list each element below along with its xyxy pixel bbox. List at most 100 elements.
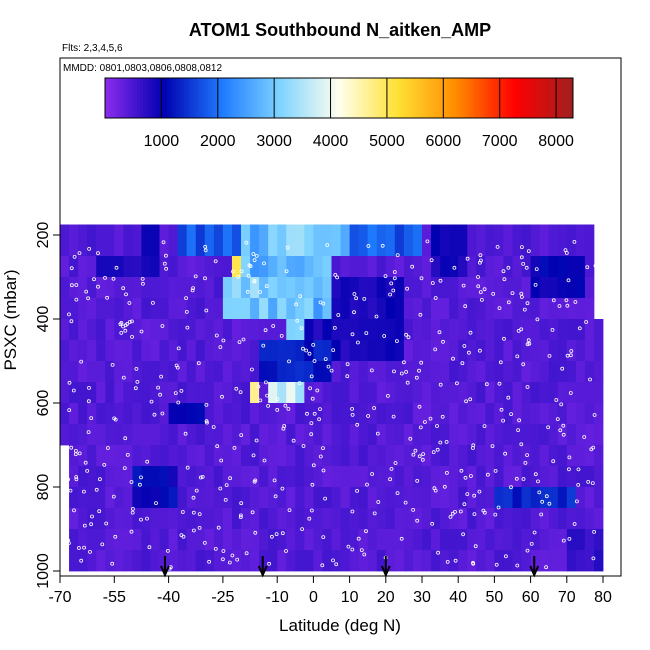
sample-point bbox=[213, 259, 218, 264]
colorbar-tick-label: 5000 bbox=[369, 133, 405, 150]
heatmap-cell bbox=[566, 550, 577, 572]
heatmap-cell bbox=[250, 256, 260, 278]
heatmap-cell bbox=[304, 382, 314, 404]
heatmap-cell bbox=[503, 319, 513, 341]
sample-point bbox=[392, 369, 396, 374]
heatmap-cell bbox=[467, 298, 477, 320]
colorbar-swatch bbox=[186, 78, 191, 118]
sample-point bbox=[203, 244, 208, 249]
heatmap-cell bbox=[449, 319, 459, 341]
heatmap-cell bbox=[449, 224, 459, 257]
heatmap-cell bbox=[440, 361, 450, 383]
sample-point bbox=[521, 261, 526, 266]
heatmap-cell bbox=[69, 403, 79, 425]
heatmap-cell bbox=[548, 277, 559, 299]
heatmap-cell bbox=[340, 445, 350, 467]
heatmap-cell bbox=[331, 256, 341, 278]
sample-point bbox=[515, 563, 520, 568]
heatmap-cell bbox=[376, 361, 387, 383]
sample-point bbox=[544, 565, 548, 570]
heatmap-cell bbox=[431, 424, 441, 446]
heatmap-cell bbox=[159, 298, 169, 320]
sample-point bbox=[223, 497, 228, 502]
heatmap-cell bbox=[105, 224, 115, 257]
heatmap-cell bbox=[69, 382, 79, 404]
sample-point bbox=[576, 467, 581, 472]
heatmap-cell bbox=[539, 298, 550, 320]
heatmap-cell bbox=[123, 277, 133, 299]
colorbar-swatch bbox=[529, 78, 533, 118]
sample-point bbox=[329, 368, 334, 373]
heatmap-cell bbox=[557, 382, 568, 404]
heatmap-cell bbox=[458, 424, 468, 446]
sample-point bbox=[83, 460, 88, 465]
colorbar-swatch bbox=[432, 78, 437, 118]
sample-point bbox=[414, 375, 419, 380]
heatmap-cell bbox=[268, 382, 278, 404]
heatmap-cell bbox=[431, 445, 441, 467]
heatmap-cell bbox=[213, 529, 224, 551]
sample-point bbox=[191, 528, 196, 533]
heatmap-cell bbox=[250, 424, 260, 446]
heatmap-cell bbox=[385, 361, 396, 383]
heatmap-cell bbox=[141, 445, 151, 467]
sample-point bbox=[521, 362, 526, 367]
heatmap-cell bbox=[295, 382, 305, 404]
heatmap-cell bbox=[277, 256, 287, 278]
heatmap-cell bbox=[485, 445, 495, 467]
heatmap-cell bbox=[259, 424, 269, 446]
heatmap-cell bbox=[557, 466, 568, 488]
sample-point bbox=[239, 433, 244, 438]
colorbar-swatch bbox=[274, 78, 279, 118]
sample-point bbox=[370, 472, 375, 476]
heatmap-cell bbox=[340, 340, 350, 362]
heatmap-cell bbox=[521, 466, 531, 488]
heatmap-cell bbox=[566, 277, 577, 299]
heatmap-cell bbox=[557, 319, 568, 341]
heatmap-cell bbox=[222, 361, 233, 383]
colorbar-swatch bbox=[298, 78, 302, 118]
heatmap-cell bbox=[304, 298, 314, 320]
heatmap-cell bbox=[241, 361, 251, 383]
sample-point bbox=[502, 277, 507, 282]
heatmap-cell bbox=[204, 256, 215, 278]
heatmap-cell bbox=[458, 277, 468, 299]
heatmap-cell bbox=[358, 445, 369, 467]
heatmap-cell bbox=[458, 403, 468, 425]
heatmap-cell bbox=[186, 361, 197, 383]
heatmap-cell bbox=[87, 382, 97, 404]
heatmap-cell bbox=[132, 256, 142, 278]
heatmap-cell bbox=[403, 466, 414, 488]
heatmap-cell bbox=[286, 529, 296, 551]
heatmap-cell bbox=[313, 277, 323, 299]
heatmap-cell bbox=[177, 529, 188, 551]
sample-point bbox=[561, 538, 566, 543]
heatmap-cell bbox=[132, 361, 142, 383]
heatmap-cell bbox=[412, 340, 423, 362]
heatmap-cell bbox=[322, 529, 332, 551]
heatmap-cell bbox=[268, 340, 278, 362]
sample-point bbox=[68, 488, 73, 493]
sample-point bbox=[198, 475, 203, 480]
sample-point bbox=[310, 396, 315, 401]
colorbar-swatch bbox=[169, 78, 173, 118]
sample-point bbox=[408, 436, 413, 441]
heatmap-cell bbox=[512, 277, 522, 299]
heatmap-cell bbox=[186, 319, 197, 341]
sample-point bbox=[79, 558, 84, 563]
sample-point bbox=[204, 419, 209, 424]
heatmap-cell bbox=[87, 224, 97, 257]
heatmap-cell bbox=[584, 424, 595, 446]
x-tick-label: -40 bbox=[157, 589, 180, 606]
sample-point bbox=[121, 286, 126, 291]
sample-point bbox=[592, 413, 597, 417]
heatmap-cell bbox=[385, 298, 396, 320]
sample-point bbox=[300, 527, 305, 531]
heatmap-cell bbox=[458, 298, 468, 320]
colorbar-swatch bbox=[417, 78, 422, 118]
sample-point bbox=[287, 359, 291, 364]
heatmap-cell bbox=[539, 466, 550, 488]
heatmap-cell bbox=[422, 277, 432, 299]
sample-point bbox=[89, 416, 94, 421]
sample-point bbox=[323, 496, 328, 501]
